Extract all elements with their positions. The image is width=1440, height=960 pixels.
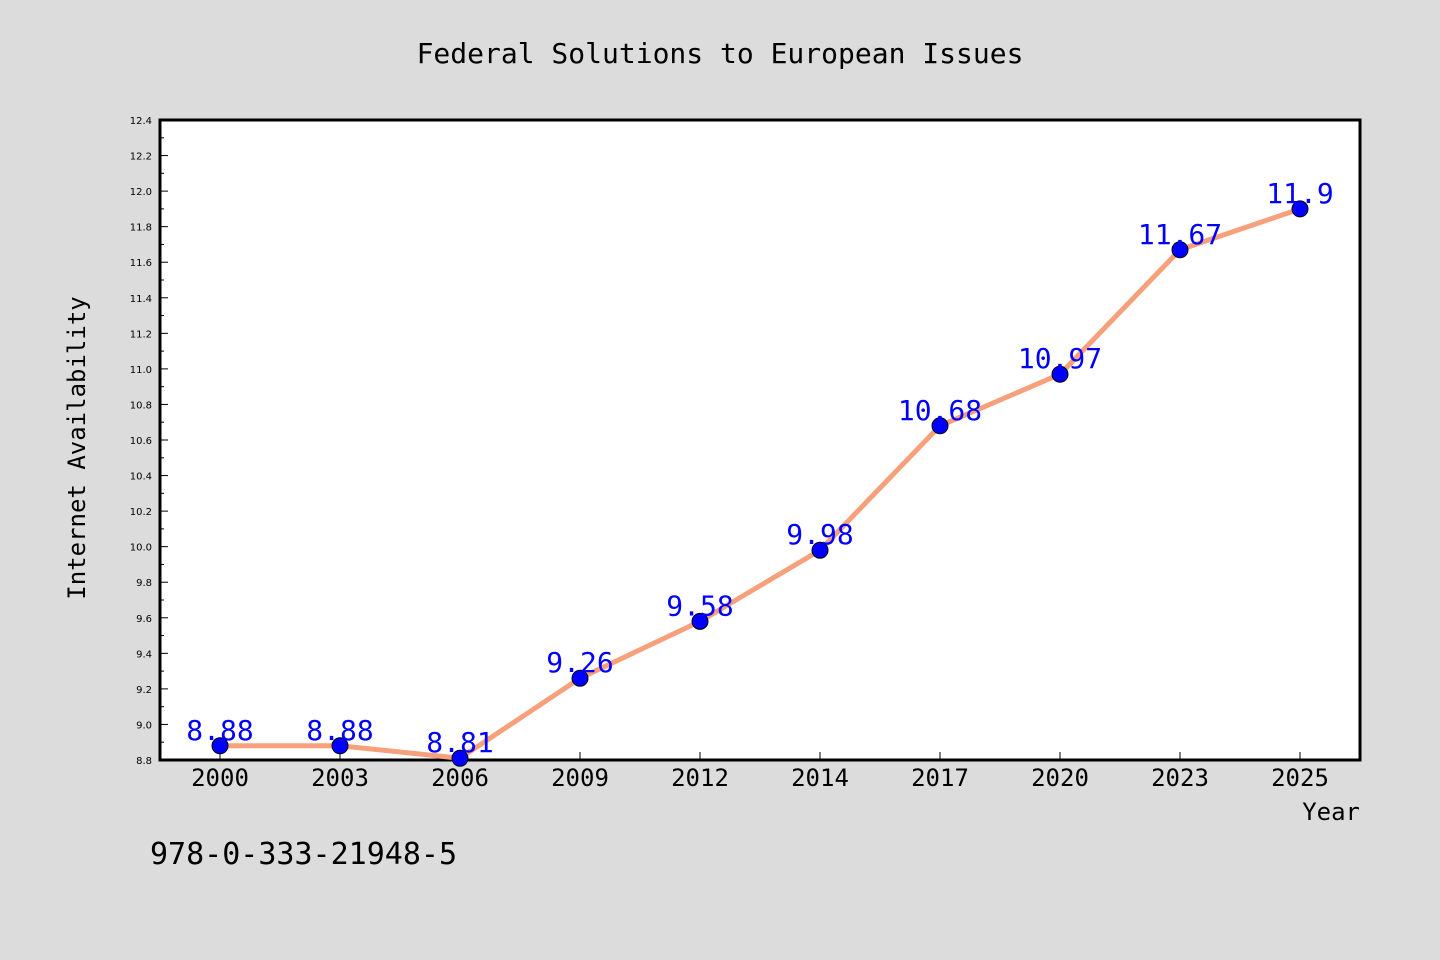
x-tick-label: 2014 bbox=[791, 764, 849, 792]
x-tick-label: 2012 bbox=[671, 764, 729, 792]
data-point bbox=[811, 541, 829, 559]
x-axis-label: Year bbox=[1302, 798, 1360, 826]
y-tick-label: 11.0 bbox=[130, 365, 152, 376]
data-point bbox=[1051, 365, 1069, 383]
data-label: 9.58 bbox=[666, 589, 733, 622]
x-tick-label: 2003 bbox=[311, 764, 369, 792]
data-point bbox=[451, 749, 469, 767]
data-label: 9.98 bbox=[786, 518, 853, 551]
plot-area bbox=[158, 118, 1362, 762]
series-markers bbox=[211, 200, 1309, 767]
y-tick-label: 11.6 bbox=[130, 258, 152, 269]
y-tick-label: 10.6 bbox=[130, 436, 152, 447]
y-tick-label: 11.4 bbox=[130, 294, 152, 305]
data-label: 8.88 bbox=[306, 714, 373, 747]
y-tick-label: 11.8 bbox=[130, 223, 152, 234]
x-tick-label: 2009 bbox=[551, 764, 609, 792]
y-tick-label: 11.2 bbox=[130, 329, 152, 340]
y-tick-label: 10.0 bbox=[130, 543, 152, 554]
y-tick-label: 12.2 bbox=[130, 152, 152, 163]
chart-title: Federal Solutions to European Issues bbox=[417, 37, 1024, 70]
y-tick-label: 9.0 bbox=[136, 720, 152, 731]
y-tick-label: 10.8 bbox=[130, 400, 152, 411]
data-label: 9.26 bbox=[546, 646, 613, 679]
data-point bbox=[571, 669, 589, 687]
x-tick-label: 2006 bbox=[431, 764, 489, 792]
data-point bbox=[211, 737, 229, 755]
data-labels: 8.88 8.88 8.81 9.26 9.58 9.98 10.68 10.97 11.67 1… bbox=[186, 177, 1333, 759]
x-tick-label: 2020 bbox=[1031, 764, 1089, 792]
x-tick-label: 2025 bbox=[1271, 764, 1329, 792]
y-tick-label: 12.4 bbox=[130, 116, 152, 127]
data-point bbox=[691, 612, 709, 630]
data-point bbox=[1291, 200, 1309, 218]
y-tick-label: 9.8 bbox=[136, 578, 152, 589]
x-tick-label: 2017 bbox=[911, 764, 969, 792]
y-tick-label: 10.2 bbox=[130, 507, 152, 518]
data-point bbox=[331, 737, 349, 755]
data-point bbox=[931, 417, 949, 435]
x-tick-label: 2023 bbox=[1151, 764, 1209, 792]
y-axis-label: Internet Availability bbox=[63, 296, 91, 599]
data-label: 11.9 bbox=[1266, 177, 1333, 210]
y-tick-label: 9.4 bbox=[136, 649, 152, 660]
data-label: 11.67 bbox=[1138, 218, 1222, 251]
series-line bbox=[220, 206, 1301, 761]
data-label: 10.68 bbox=[898, 394, 982, 427]
y-tick-label: 12.0 bbox=[130, 187, 152, 198]
data-label: 8.88 bbox=[186, 714, 253, 747]
y-tick-label: 9.6 bbox=[136, 614, 152, 625]
annotation-text: 978-0-333-21948-5 bbox=[150, 837, 457, 872]
data-point bbox=[1171, 241, 1189, 259]
data-label: 8.81 bbox=[426, 726, 493, 759]
data-label: 10.97 bbox=[1018, 342, 1102, 375]
y-tick-label: 10.4 bbox=[130, 472, 152, 483]
y-axis: 8.8 9.0 9.2 9.4 9.6 9.8 10.0 10.2 10.4 10.6 10.8 11… bbox=[130, 116, 168, 767]
x-tick-label: 2000 bbox=[191, 764, 249, 792]
y-tick-label: 8.8 bbox=[136, 756, 152, 767]
x-axis: 2000 2003 2006 2009 2012 2014 2017 2020 2023 2025 bbox=[191, 752, 1329, 792]
y-tick-label: 9.2 bbox=[136, 685, 152, 696]
